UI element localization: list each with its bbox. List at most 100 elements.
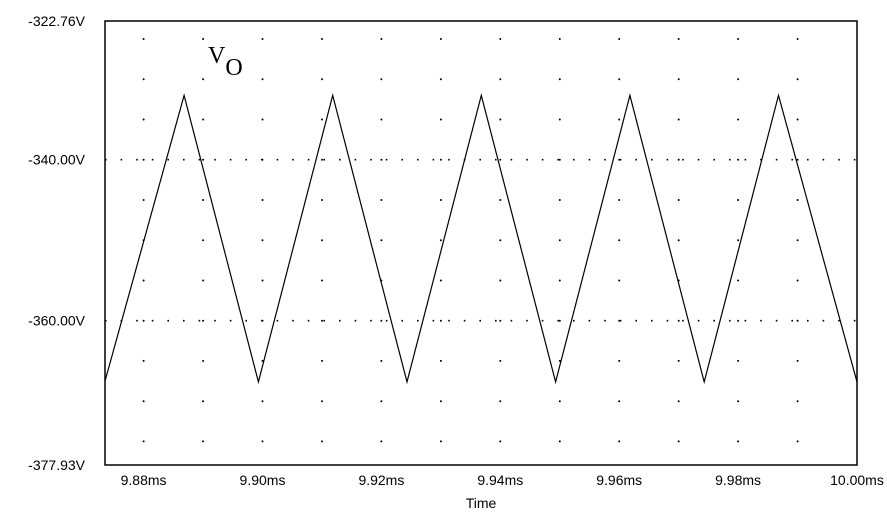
grid-dot	[499, 359, 502, 362]
grid-dot	[321, 38, 323, 40]
grid-dot	[618, 400, 621, 403]
grid-dot	[737, 279, 740, 282]
grid-dot	[677, 359, 680, 362]
grid-dot	[737, 158, 740, 161]
x-tick-label: 9.92ms	[358, 472, 404, 488]
grid-dot	[439, 400, 442, 403]
grid-dot	[796, 78, 799, 81]
grid-dot	[202, 239, 205, 242]
grid-dot	[202, 38, 205, 40]
x-tick-label: 9.96ms	[596, 472, 642, 488]
grid-dot	[499, 319, 502, 322]
grid-dot	[796, 118, 799, 121]
grid-dot	[321, 359, 323, 362]
grid-dot	[618, 118, 621, 121]
grid-dot	[380, 400, 383, 403]
grid-dot	[321, 118, 323, 121]
grid-dot	[558, 279, 561, 282]
grid-dot	[142, 359, 145, 362]
grid-dot	[439, 239, 442, 242]
grid-dot	[677, 158, 680, 161]
grid-dot	[321, 400, 323, 403]
grid-dot	[202, 400, 205, 403]
grid-dot	[439, 158, 442, 161]
grid-dot	[261, 239, 264, 242]
grid-dot	[439, 78, 442, 81]
grid-dot	[380, 440, 383, 443]
grid-dot	[380, 118, 383, 121]
grid-dot	[558, 158, 561, 161]
trace-label-sub: O	[225, 55, 242, 81]
grid-dot	[202, 440, 205, 443]
grid-dot	[439, 118, 442, 121]
grid-dot	[796, 158, 799, 161]
y-tick-labels: -322.76V -340.00V -360.00V -377.93V	[28, 13, 85, 473]
x-tick-label: 9.88ms	[121, 472, 167, 488]
grid-dot	[202, 319, 205, 322]
x-tick-label: 9.90ms	[240, 472, 286, 488]
grid-dot	[261, 440, 264, 443]
grid-dot	[737, 359, 740, 362]
grid-dot	[261, 359, 264, 362]
plot-frame	[104, 20, 858, 466]
grid-dot	[737, 319, 740, 322]
grid-dot	[558, 199, 561, 201]
grid-dot	[499, 78, 502, 81]
grid-dot	[618, 199, 621, 201]
grid-dot	[499, 239, 502, 242]
y-tick-label: -360.00V	[28, 313, 85, 329]
grid-dot	[737, 78, 740, 81]
grid-dot	[142, 400, 145, 403]
grid-dot	[737, 118, 740, 121]
grid-dot	[737, 440, 740, 443]
grid-dot	[321, 158, 323, 161]
grid-dot	[439, 319, 442, 322]
grid-dot	[796, 400, 799, 403]
grid-dot	[261, 38, 264, 40]
x-tick-labels: 9.88ms 9.90ms 9.92ms 9.94ms 9.96ms 9.98ms 10.0…	[121, 472, 884, 488]
y-tick-label: -377.93V	[28, 457, 85, 473]
grid-dot	[142, 38, 145, 40]
grid-dot	[618, 279, 621, 282]
grid-dot	[796, 239, 799, 242]
grid-dot	[737, 38, 740, 40]
grid-dot	[558, 400, 561, 403]
grid-dot	[142, 279, 145, 282]
grid-dot	[321, 199, 323, 201]
grid-dot	[558, 38, 561, 40]
grid-dot	[677, 78, 680, 81]
grid-dot	[737, 400, 740, 403]
x-tick-label: 9.94ms	[477, 472, 523, 488]
grid-dot	[677, 239, 680, 242]
grid-dot	[439, 359, 442, 362]
grid-dot	[677, 440, 680, 443]
grid-dot	[202, 359, 205, 362]
grid-dot	[796, 279, 799, 282]
grid-dot	[261, 78, 264, 81]
grid-dot	[142, 118, 145, 121]
grid-dot	[380, 158, 383, 161]
grid-dot	[380, 38, 383, 40]
y-tick-label: -322.76V	[28, 13, 85, 29]
grid-dots	[105, 38, 857, 443]
grid-dot	[677, 118, 680, 121]
grid-dot	[439, 199, 442, 201]
grid-dot	[499, 400, 502, 403]
grid-dot	[142, 440, 145, 443]
x-axis-title: Time	[466, 495, 497, 511]
grid-dot	[737, 199, 740, 201]
grid-dot	[618, 359, 621, 362]
grid-dot	[202, 118, 205, 121]
grid-dot	[380, 199, 383, 201]
grid-dot	[261, 118, 264, 121]
grid-dot	[499, 118, 502, 121]
trace-label-main: V	[208, 43, 226, 69]
grid-dot	[499, 440, 502, 443]
grid-dot	[618, 158, 621, 161]
grid-dot	[796, 319, 799, 322]
grid-dot	[558, 78, 561, 81]
grid-dot	[380, 359, 383, 362]
grid-dot	[618, 38, 621, 40]
grid-dot	[321, 279, 323, 282]
